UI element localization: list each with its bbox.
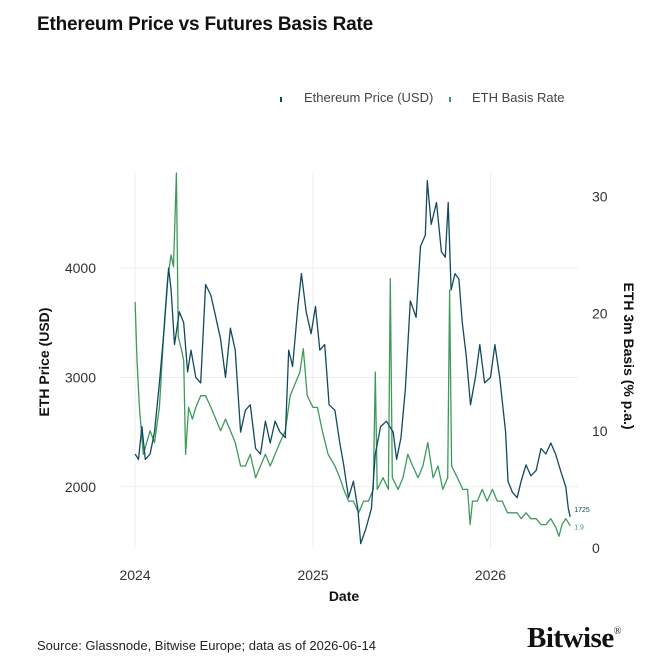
series-line-eth-basis-rate: [134, 172, 571, 537]
bitwise-logo: Bitwise®: [527, 622, 621, 655]
chart-title: Ethereum Price vs Futures Basis Rate: [37, 14, 373, 35]
legend-label-ethereum-price: Ethereum Price (USD): [304, 90, 433, 105]
y-left-axis-ticks: 2000 3000 4000: [65, 260, 96, 495]
end-label-ethereum-price-usd: 1725: [574, 507, 590, 514]
y-right-tick-label-10: 10: [592, 423, 608, 439]
y-left-tick-label-3000: 3000: [65, 369, 96, 385]
series-lines: [134, 172, 571, 545]
y-right-axis-title: ETH 3m Basis (% p.a.): [621, 282, 637, 429]
y-left-tick-label-4000: 4000: [65, 260, 96, 276]
source-note: Source: Glassnode, Bitwise Europe; data …: [37, 638, 376, 653]
x-tick-label-2024: 2024: [119, 567, 150, 583]
end-labels: 1725 1.9: [574, 507, 590, 532]
brand-name: Bitwise: [527, 622, 614, 654]
registered-mark: ®: [613, 626, 622, 637]
y-right-axis-ticks: 0 10 20 30: [592, 188, 608, 556]
y-right-tick-label-20: 20: [592, 306, 608, 322]
x-axis-ticks: 2024 2025 2026: [119, 567, 506, 583]
x-tick-label-2026: 2026: [475, 567, 506, 583]
x-axis-title: Date: [329, 588, 360, 604]
y-right-tick-label-0: 0: [592, 540, 600, 556]
y-left-tick-label-2000: 2000: [65, 479, 96, 495]
y-left-axis-title: ETH Price (USD): [36, 308, 52, 417]
legend: Ethereum Price (USD) ETH Basis Rate: [280, 90, 564, 105]
end-label-eth-basis-rate: 1.9: [574, 525, 584, 532]
x-tick-label-2025: 2025: [297, 567, 328, 583]
legend-label-eth-basis-rate: ETH Basis Rate: [472, 90, 564, 105]
series-line-ethereum-price-usd: [134, 180, 571, 545]
y-right-tick-label-30: 30: [592, 188, 608, 204]
grid-lines: [120, 173, 578, 548]
